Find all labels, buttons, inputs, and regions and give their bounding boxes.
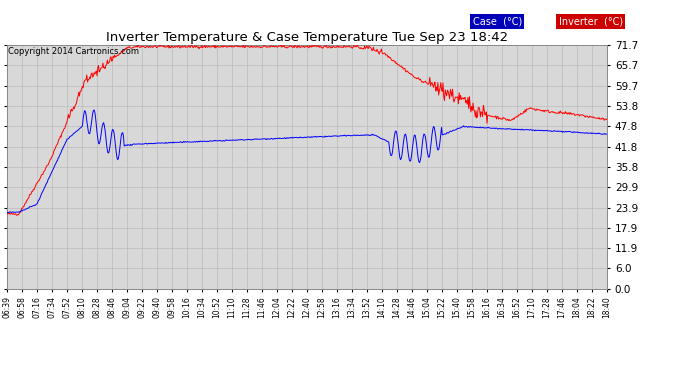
Text: Copyright 2014 Cartronics.com: Copyright 2014 Cartronics.com <box>8 47 139 56</box>
Text: Inverter  (°C): Inverter (°C) <box>559 17 623 27</box>
Title: Inverter Temperature & Case Temperature Tue Sep 23 18:42: Inverter Temperature & Case Temperature … <box>106 31 508 44</box>
Text: Case  (°C): Case (°C) <box>473 17 522 27</box>
